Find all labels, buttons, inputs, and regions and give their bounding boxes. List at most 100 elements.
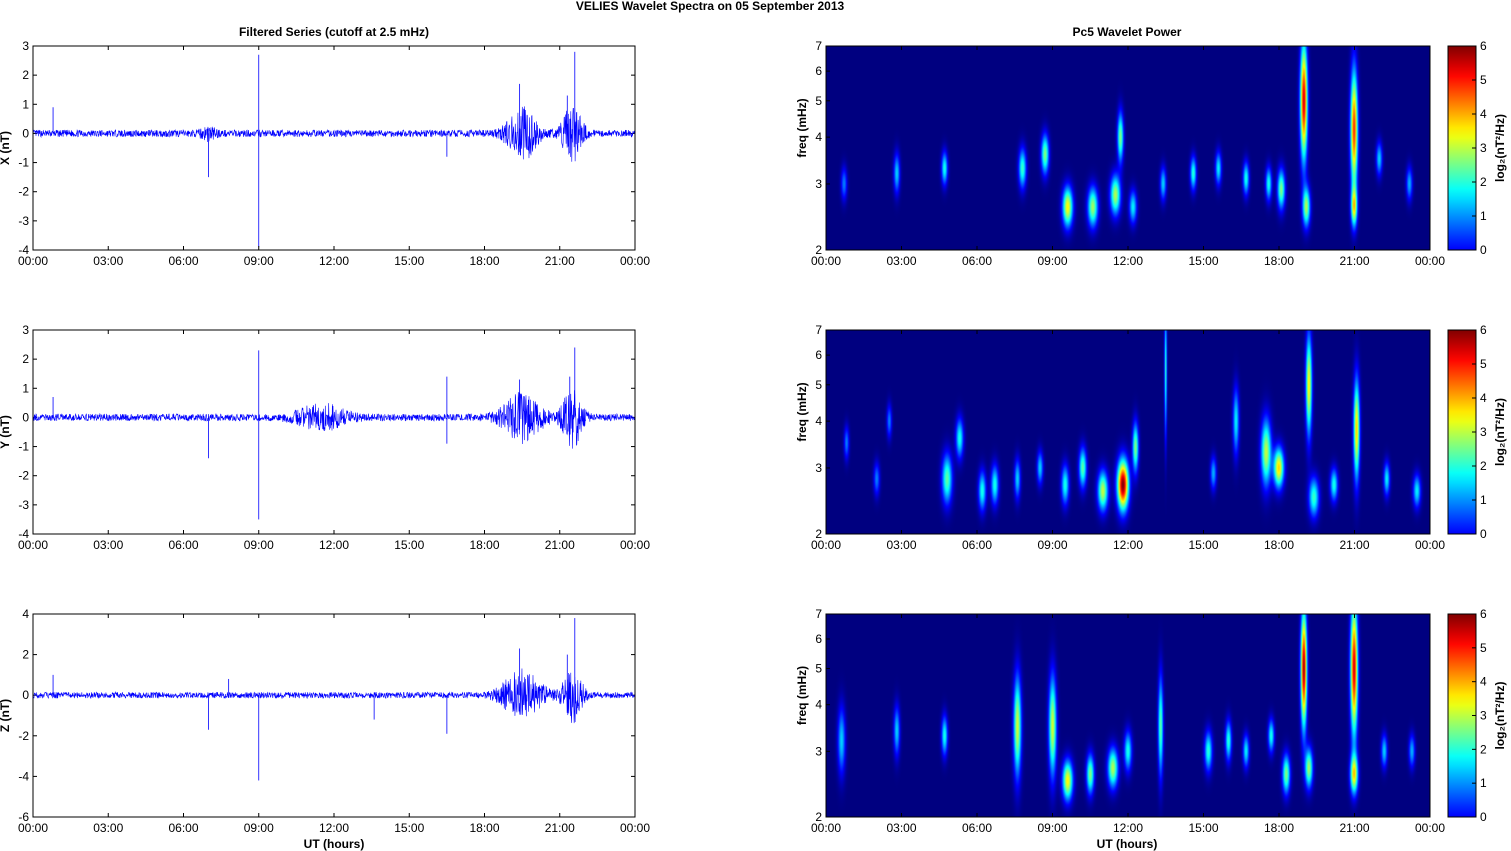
z-wavelet-ytick-label: 3 [815,744,822,758]
x-wavelet-colorbar-tick-label: 2 [1480,175,1487,189]
x-wavelet-ytick-label: 2 [815,243,822,257]
x-series-xtick-label: 12:00 [319,254,349,268]
x-wavelet-colorbar-tick-label: 6 [1480,39,1487,53]
z-wavelet-ytick-label: 2 [815,810,822,824]
z-wavelet-colorbar-tick-label: 6 [1480,607,1487,621]
z-series-panel: 4 2 0 -2 -4 -6 Z (nT) [0,607,636,824]
z-wavelet-ytick-label: 5 [815,662,822,676]
left-xlabel: UT (hours) [304,837,365,851]
y-series-ytick-label: 3 [22,323,29,337]
z-wavelet-colorbar-tick-label: 2 [1480,742,1487,756]
z-wavelet-panel: 7 6 5 4 3 2 freq (mHz) 6 5 4 3 2 1 0 log₂(nT²/Hz) [795,607,1507,824]
z-wavelet-colorbar-label: log₂(nT²/Hz) [1493,682,1507,750]
z-wavelet-xtick-label: 00:00 [1415,821,1445,835]
x-wavelet-image [826,46,1430,250]
y-series-xtick-label: 21:00 [545,538,575,552]
x-wavelet-colorbar-tick-label: 0 [1480,243,1487,257]
x-wavelet-colorbar-tick-label: 3 [1480,141,1487,155]
x-wavelet-colorbar-tick-label: 5 [1480,73,1487,87]
z-series-ylabel: Z (nT) [0,699,12,732]
x-series-ytick-label: -4 [18,243,29,257]
z-wavelet-xtick-label: 21:00 [1339,821,1369,835]
y-series-ytick-label: -2 [18,469,29,483]
y-wavelet-colorbar-tick-label: 4 [1480,391,1487,405]
x-series-ytick-label: -2 [18,185,29,199]
x-wavelet-colorbar-tick-label: 4 [1480,107,1487,121]
z-wavelet-colorbar-tick-label: 5 [1480,641,1487,655]
x-wavelet-xtick-label: 09:00 [1037,254,1067,268]
z-wavelet-image [826,614,1430,817]
y-series-xtick-label: 00:00 [620,538,650,552]
z-series-xtick-label: 21:00 [545,821,575,835]
z-wavelet-colorbar-tick-label: 1 [1480,776,1487,790]
x-wavelet-ytick-label: 4 [815,130,822,144]
figure-title: VELIES Wavelet Spectra on 05 September 2… [576,0,845,13]
z-series-xtick-label: 12:00 [319,821,349,835]
z-wavelet-ylabel: freq (mHz) [795,666,809,725]
z-series-ytick-label: -4 [18,769,29,783]
x-series-ytick-label: -3 [18,214,29,228]
y-series-ytick-label: -4 [18,527,29,541]
x-series-xtick-label: 00:00 [18,254,48,268]
z-series-xtick-label: 15:00 [394,821,424,835]
y-wavelet-xtick-label: 21:00 [1339,538,1369,552]
y-wavelet-panel: 7 6 5 4 3 2 freq (mHz) 6 5 4 3 2 1 0 log₂(nT²/Hz) [795,323,1507,541]
y-series-xtick-label: 18:00 [469,538,499,552]
x-wavelet-colorbar [1447,45,1477,251]
y-wavelet-colorbar-tick-label: 6 [1480,323,1487,337]
z-wavelet-ytick-label: 7 [815,607,822,621]
right-xlabel: UT (hours) [1097,837,1158,851]
y-wavelet-ytick-label: 7 [815,323,822,337]
x-wavelet-xtick-label: 03:00 [886,254,916,268]
y-wavelet-ytick-label: 2 [815,527,822,541]
y-series-ytick-label: 0 [22,410,29,424]
y-wavelet-image [826,330,1430,534]
y-wavelet-ytick-label: 3 [815,461,822,475]
x-wavelet-xtick-label: 18:00 [1264,254,1294,268]
z-series-ytick-label: 2 [22,648,29,662]
y-wavelet-ytick-label: 4 [815,414,822,428]
y-series-xtick-label: 15:00 [394,538,424,552]
y-wavelet-colorbar-tick-label: 5 [1480,357,1487,371]
y-wavelet-ytick-label: 6 [815,348,822,362]
x-series-ytick-label: 3 [22,39,29,53]
z-series-xtick-label: 06:00 [168,821,198,835]
x-wavelet-colorbar-label: log₂(nT²/Hz) [1493,114,1507,182]
y-wavelet-ylabel: freq (mHz) [795,382,809,441]
x-wavelet-xtick-label: 21:00 [1339,254,1369,268]
y-wavelet-colorbar-tick-label: 0 [1480,527,1487,541]
x-wavelet-panel: 7 6 5 4 3 2 freq (mHz) 6 5 4 3 2 1 0 log₂(nT²/Hz) [795,39,1507,257]
z-series-xtick-label: 09:00 [244,821,274,835]
z-wavelet-colorbar-tick-label: 0 [1480,810,1487,824]
y-wavelet-xtick-label: 06:00 [962,538,992,552]
x-wavelet-ytick-label: 7 [815,39,822,53]
x-series-ytick-label: 0 [22,126,29,140]
y-series-ylabel: Y (nT) [0,415,12,449]
z-series-xtick-label: 03:00 [93,821,123,835]
y-series-xtick-label: 03:00 [93,538,123,552]
y-wavelet-xtick-label: 09:00 [1037,538,1067,552]
y-wavelet-xtick-label: 00:00 [811,538,841,552]
z-series-ytick-label: -6 [18,810,29,824]
y-series-ytick-label: 2 [22,352,29,366]
z-wavelet-xtick-label: 12:00 [1113,821,1143,835]
z-wavelet-xtick-label: 09:00 [1037,821,1067,835]
x-wavelet-xtick-label: 00:00 [811,254,841,268]
x-series-xtick-label: 09:00 [244,254,274,268]
x-series-xtick-label: 21:00 [545,254,575,268]
z-series-xtick-label: 18:00 [469,821,499,835]
y-wavelet-colorbar-label: log₂(nT²/Hz) [1493,398,1507,466]
y-series-xtick-label: 00:00 [18,538,48,552]
y-series-ytick-label: -1 [18,440,29,454]
z-wavelet-xtick-label: 06:00 [962,821,992,835]
z-series-xtick-label: 00:00 [18,821,48,835]
z-series-line [32,668,636,724]
x-wavelet-ylabel: freq (mHz) [795,98,809,157]
y-series-line [32,390,636,449]
z-series-ytick-label: 4 [22,607,29,621]
z-wavelet-ytick-label: 6 [815,632,822,646]
x-series-ytick-label: 1 [22,97,29,111]
x-series-xtick-label: 18:00 [469,254,499,268]
z-wavelet-xtick-label: 15:00 [1188,821,1218,835]
